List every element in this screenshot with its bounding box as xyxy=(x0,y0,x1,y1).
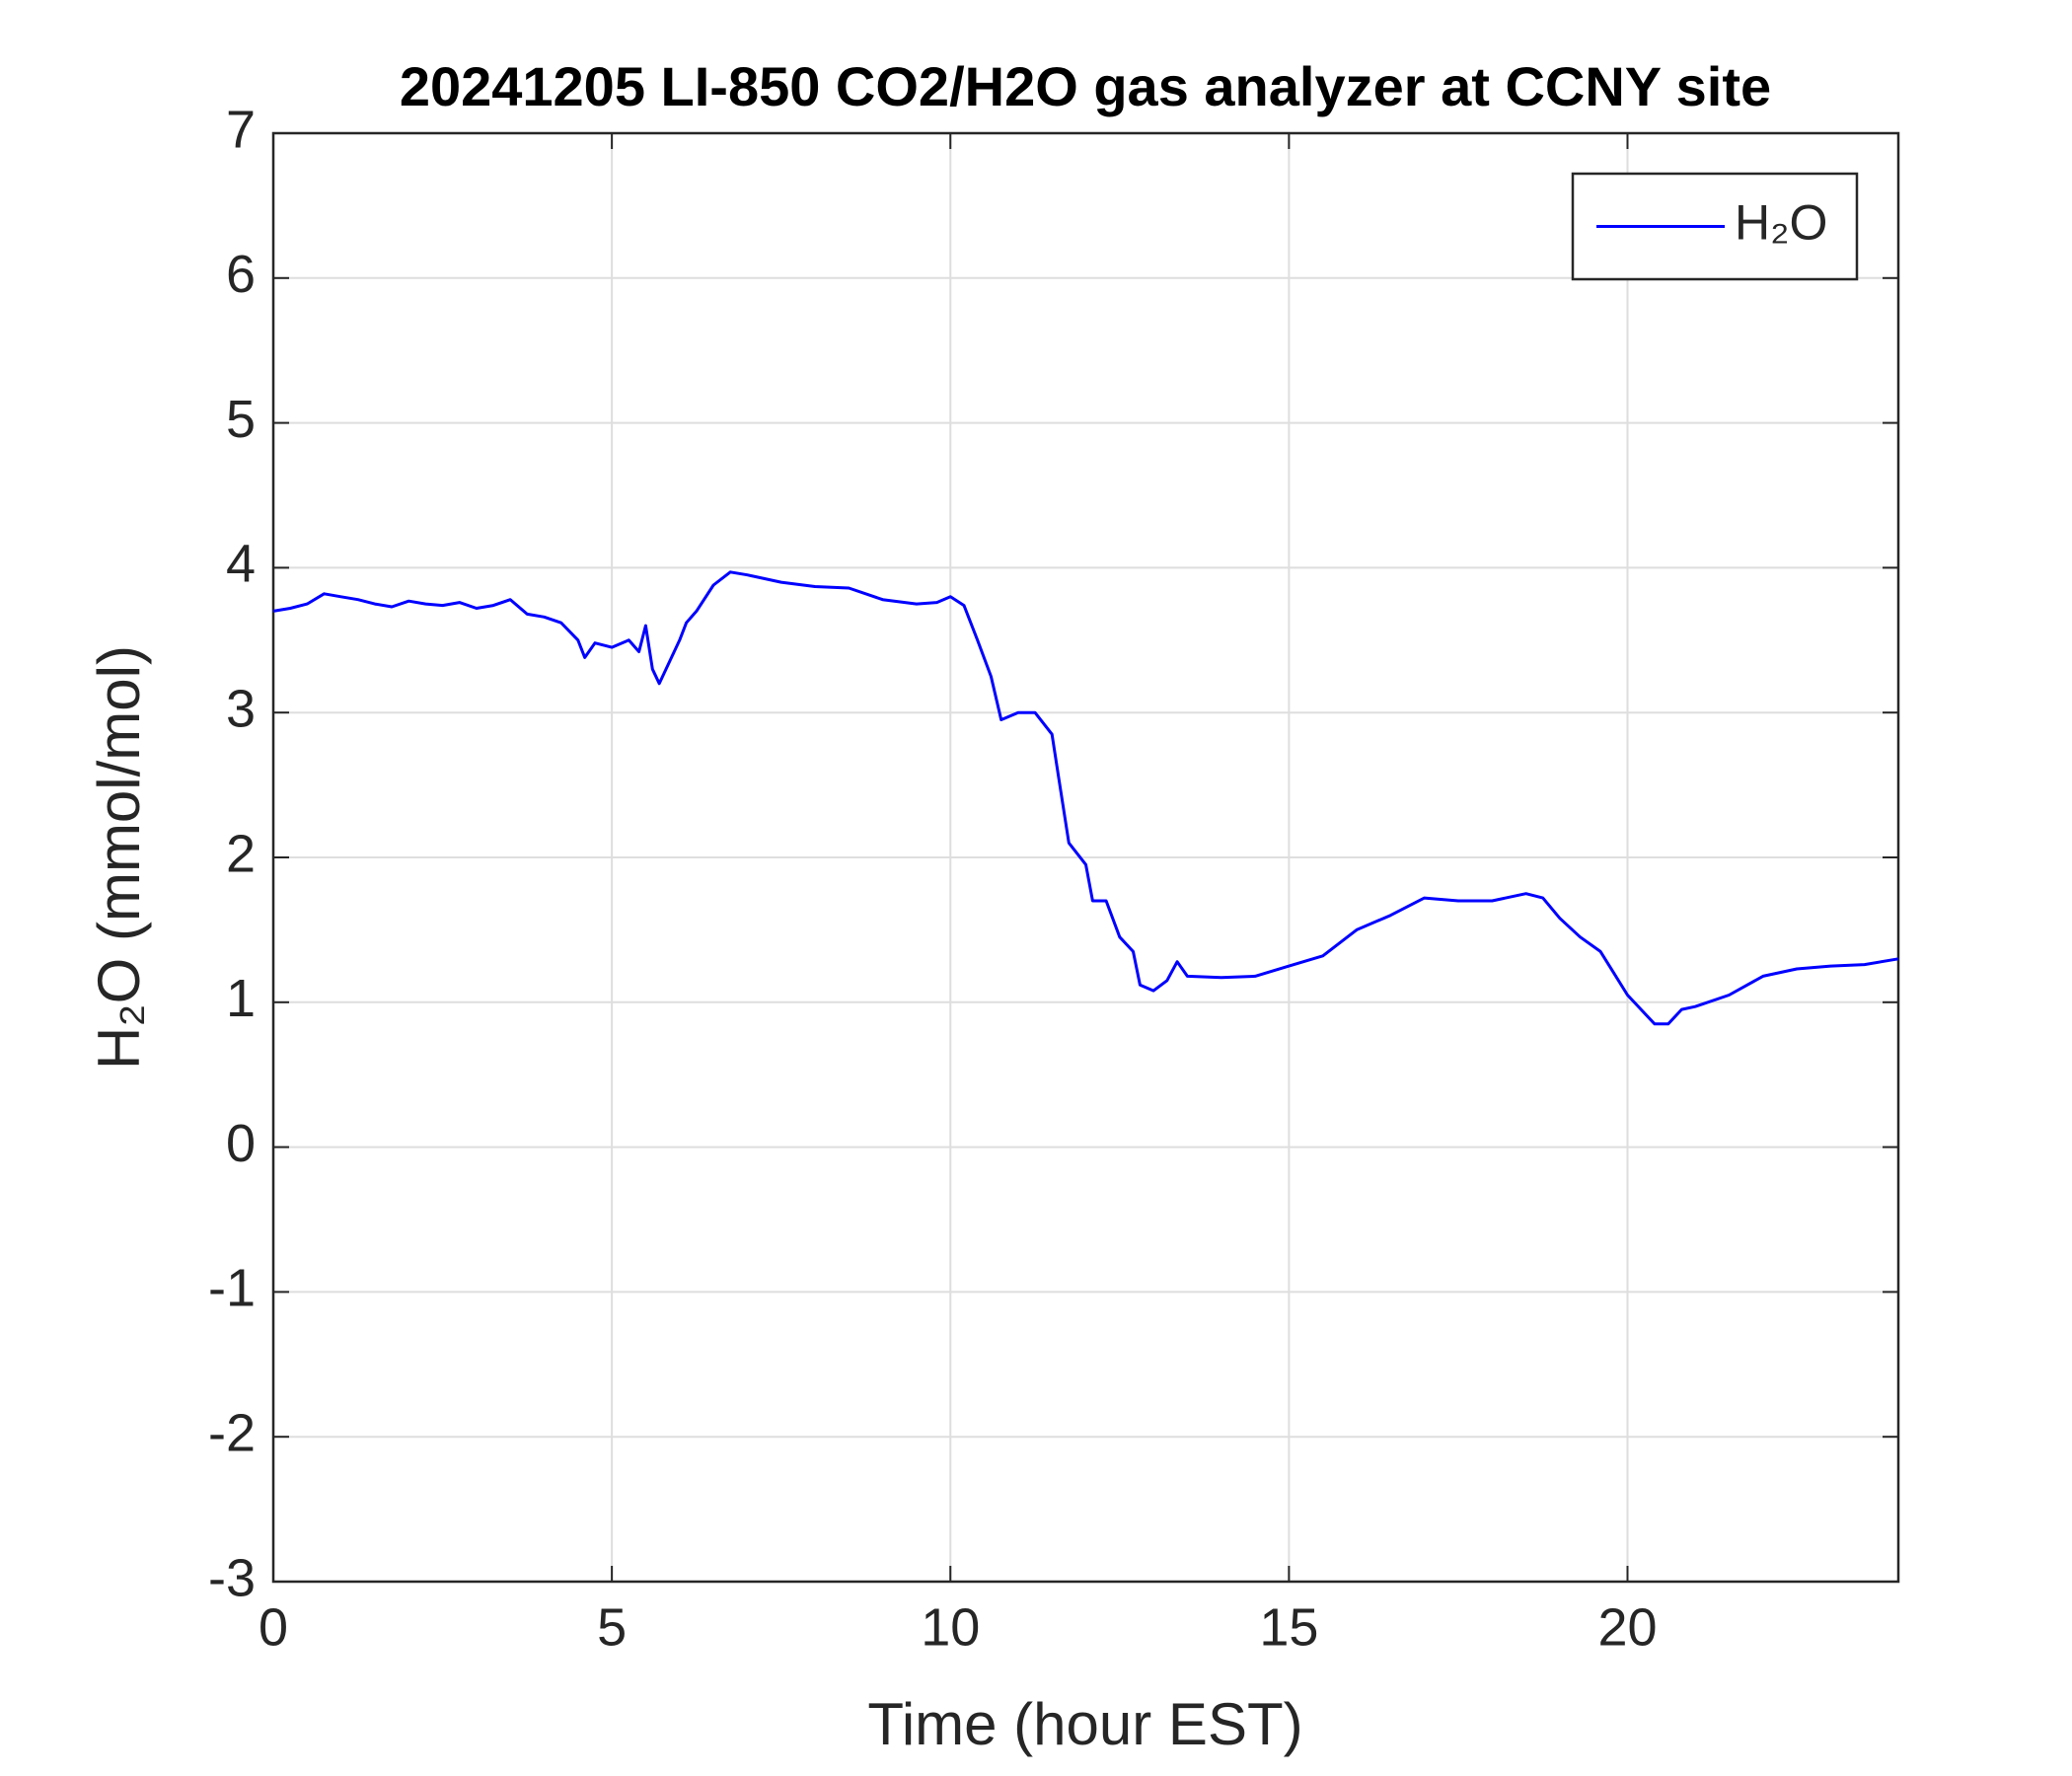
x-tick-label: 0 xyxy=(259,1597,288,1657)
y-tick-label: 0 xyxy=(226,1114,256,1173)
x-axis-label: Time (hour EST) xyxy=(867,1691,1302,1757)
x-tick-label: 10 xyxy=(921,1597,980,1657)
y-tick-label: -1 xyxy=(208,1259,256,1318)
y-tick-label: -3 xyxy=(208,1548,256,1607)
chart-title: 20241205 LI-850 CO2/H2O gas analyzer at … xyxy=(400,55,1771,117)
y-tick-label: 6 xyxy=(226,245,256,304)
x-tick-label: 5 xyxy=(597,1597,627,1657)
y-tick-label: 3 xyxy=(226,679,256,738)
data-line xyxy=(272,570,1899,1026)
y-tick-label: 2 xyxy=(226,824,256,883)
y-tick-label: 7 xyxy=(226,100,256,159)
y-axis-label: H₂O (mmol/mol) xyxy=(86,645,152,1070)
y-tick-label: 4 xyxy=(226,535,256,594)
legend-label: H₂O xyxy=(1735,195,1827,251)
x-tick-label: 15 xyxy=(1259,1597,1318,1657)
y-tick-label: 5 xyxy=(226,390,256,449)
x-tick-label: 20 xyxy=(1597,1597,1657,1657)
y-tick-label: 1 xyxy=(226,969,256,1028)
axes-box xyxy=(271,131,1900,1584)
y-tick-label: -2 xyxy=(208,1403,256,1462)
